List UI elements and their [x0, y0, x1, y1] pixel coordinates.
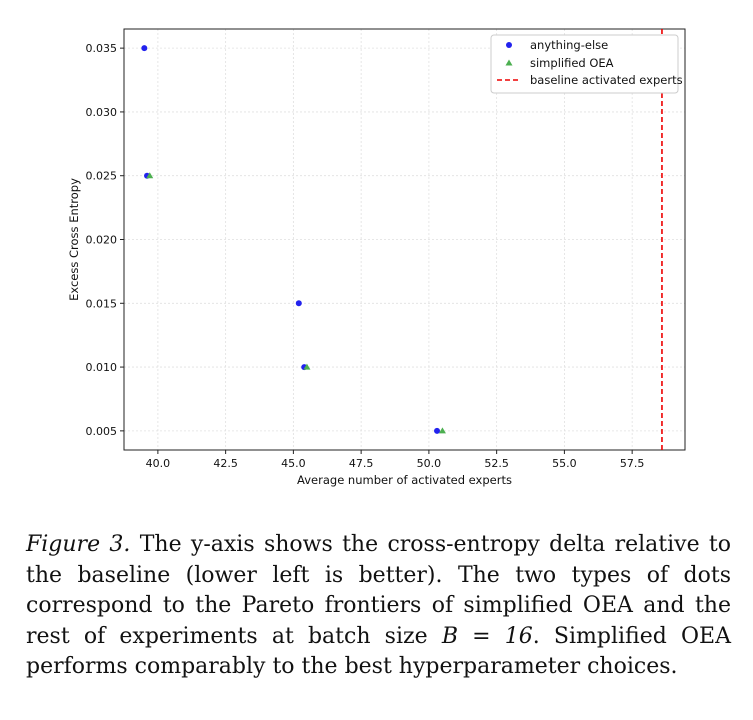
point-simplified-oea [303, 363, 311, 370]
caption-figure-label: Figure 3. [26, 532, 131, 557]
scatter-chart: 40.0 42.5 45.0 47.5 50.0 52.5 55.0 57.5 0.0050.… [67, 28, 686, 487]
point-simplified-oea [146, 172, 154, 179]
x-tick-label: 47.5 [349, 457, 374, 470]
y-tick-label: 0.035 [86, 42, 118, 55]
legend-label-anything-else: anything-else [530, 38, 608, 52]
y-tick-label: 0.030 [86, 106, 118, 119]
y-tick-label: 0.010 [86, 361, 118, 374]
legend: anything-else simplified OEA baseline ac… [490, 34, 683, 94]
y-axis-label: Excess Cross Entropy [67, 178, 81, 301]
x-tick-label: 55.0 [552, 457, 577, 470]
point-anything-else [434, 427, 441, 434]
point-simplified-oea [438, 427, 446, 434]
x-axis-ticks: 40.0 42.5 45.0 47.5 50.0 52.5 55.0 57.5 [146, 450, 645, 470]
caption-text-part-2: . Simplified OEA performs comparably to … [26, 623, 731, 680]
figure-caption: Figure 3. The y-axis shows the cross-ent… [26, 530, 731, 683]
legend-box [490, 34, 679, 94]
y-tick-label: 0.020 [86, 234, 118, 247]
x-tick-label: 52.5 [484, 457, 509, 470]
point-anything-else [295, 300, 302, 307]
y-tick-label: 0.005 [86, 425, 118, 438]
legend-marker-anything-else [506, 42, 512, 48]
legend-label-baseline: baseline activated experts [530, 73, 683, 87]
x-tick-label: 57.5 [620, 457, 645, 470]
y-tick-label: 0.015 [86, 297, 118, 310]
data-points [141, 45, 446, 434]
caption-math: B = 16 [441, 623, 533, 649]
legend-marker-simplified-oea [505, 59, 513, 66]
x-tick-label: 50.0 [417, 457, 442, 470]
grid-lines [124, 29, 685, 450]
x-tick-label: 40.0 [146, 457, 171, 470]
y-axis-ticks: 0.005 0.010 0.015 0.020 0.025 0.030 0.035 [86, 42, 124, 438]
point-anything-else [141, 45, 148, 52]
x-tick-label: 45.0 [281, 457, 306, 470]
x-tick-label: 42.5 [213, 457, 238, 470]
x-axis-label: Average number of activated experts [297, 473, 512, 487]
legend-label-simplified-oea: simplified OEA [530, 56, 614, 70]
caption-text-part-1: The y-axis shows the cross-entropy delta… [26, 532, 731, 649]
y-tick-label: 0.025 [86, 170, 118, 183]
